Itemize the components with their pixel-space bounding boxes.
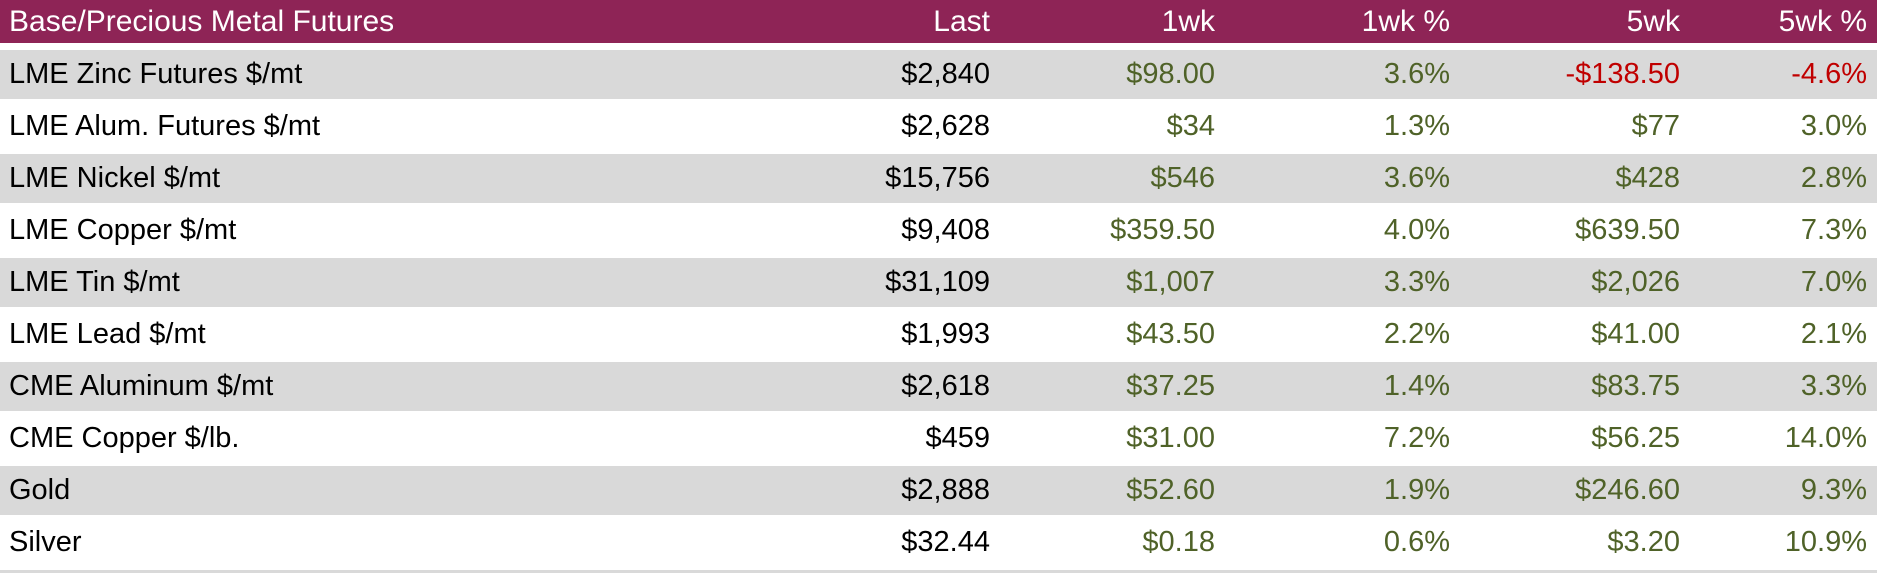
5wk-change: -$138.50 [1460,50,1690,102]
5wk-change: $77 [1460,102,1690,154]
table-row: CME Copper $/lb. $459 $31.00 7.2% $56.25 14.0… [0,414,1877,466]
next-row-edge [0,570,1877,573]
instrument-name: LME Lead $/mt [0,310,700,362]
5wk-percent: 2.8% [1690,154,1877,206]
column-header-1wk: 1wk [1000,0,1225,50]
5wk-change: $2,026 [1460,258,1690,310]
table-row: LME Nickel $/mt $15,756 $546 3.6% $428 2.8% [0,154,1877,206]
last-value: $2,840 [700,50,1000,102]
5wk-percent: -4.6% [1690,50,1877,102]
1wk-change: $98.00 [1000,50,1225,102]
1wk-percent: 7.2% [1225,414,1460,466]
header-row: Base/Precious Metal Futures Last 1wk 1wk… [0,0,1877,50]
table-row: LME Tin $/mt $31,109 $1,007 3.3% $2,026 7.0% [0,258,1877,310]
table-row: LME Alum. Futures $/mt $2,628 $34 1.3% $77 3.… [0,102,1877,154]
1wk-change: $31.00 [1000,414,1225,466]
1wk-percent: 2.2% [1225,310,1460,362]
last-value: $2,618 [700,362,1000,414]
instrument-name: LME Zinc Futures $/mt [0,50,700,102]
column-header-last: Last [700,0,1000,50]
1wk-percent: 3.3% [1225,258,1460,310]
1wk-percent: 1.9% [1225,466,1460,518]
1wk-percent: 0.6% [1225,518,1460,570]
1wk-change: $1,007 [1000,258,1225,310]
5wk-percent: 2.1% [1690,310,1877,362]
5wk-change: $639.50 [1460,206,1690,258]
1wk-change: $52.60 [1000,466,1225,518]
column-header-5wk-pct: 5wk % [1690,0,1877,50]
table-row: Gold $2,888 $52.60 1.9% $246.60 9.3% [0,466,1877,518]
5wk-percent: 7.3% [1690,206,1877,258]
table-row: LME Copper $/mt $9,408 $359.50 4.0% $639.50 7… [0,206,1877,258]
5wk-percent: 7.0% [1690,258,1877,310]
1wk-percent: 3.6% [1225,154,1460,206]
table-row: LME Lead $/mt $1,993 $43.50 2.2% $41.00 2.1% [0,310,1877,362]
last-value: $32.44 [700,518,1000,570]
last-value: $2,628 [700,102,1000,154]
5wk-change: $41.00 [1460,310,1690,362]
last-value: $15,756 [700,154,1000,206]
1wk-change: $546 [1000,154,1225,206]
5wk-percent: 9.3% [1690,466,1877,518]
column-header-1wk-pct: 1wk % [1225,0,1460,50]
instrument-name: LME Nickel $/mt [0,154,700,206]
1wk-change: $37.25 [1000,362,1225,414]
1wk-percent: 3.6% [1225,50,1460,102]
instrument-name: CME Copper $/lb. [0,414,700,466]
5wk-change: $428 [1460,154,1690,206]
1wk-change: $359.50 [1000,206,1225,258]
5wk-percent: 10.9% [1690,518,1877,570]
instrument-name: Gold [0,466,700,518]
1wk-percent: 4.0% [1225,206,1460,258]
1wk-percent: 1.4% [1225,362,1460,414]
last-value: $1,993 [700,310,1000,362]
instrument-name: Silver [0,518,700,570]
last-value: $9,408 [700,206,1000,258]
last-value: $2,888 [700,466,1000,518]
5wk-change: $3.20 [1460,518,1690,570]
5wk-percent: 3.0% [1690,102,1877,154]
column-header-5wk: 5wk [1460,0,1690,50]
table-row: Silver $32.44 $0.18 0.6% $3.20 10.9% [0,518,1877,570]
5wk-percent: 3.3% [1690,362,1877,414]
table-body: LME Zinc Futures $/mt $2,840 $98.00 3.6% -$1… [0,50,1877,570]
instrument-name: LME Copper $/mt [0,206,700,258]
last-value: $459 [700,414,1000,466]
1wk-percent: 1.3% [1225,102,1460,154]
5wk-change: $83.75 [1460,362,1690,414]
table-title: Base/Precious Metal Futures [0,0,700,50]
1wk-change: $0.18 [1000,518,1225,570]
instrument-name: LME Tin $/mt [0,258,700,310]
1wk-change: $34 [1000,102,1225,154]
5wk-change: $246.60 [1460,466,1690,518]
5wk-percent: 14.0% [1690,414,1877,466]
table-row: CME Aluminum $/mt $2,618 $37.25 1.4% $83.75 3… [0,362,1877,414]
instrument-name: CME Aluminum $/mt [0,362,700,414]
5wk-change: $56.25 [1460,414,1690,466]
instrument-name: LME Alum. Futures $/mt [0,102,700,154]
1wk-change: $43.50 [1000,310,1225,362]
table-row: LME Zinc Futures $/mt $2,840 $98.00 3.6% -$1… [0,50,1877,102]
last-value: $31,109 [700,258,1000,310]
